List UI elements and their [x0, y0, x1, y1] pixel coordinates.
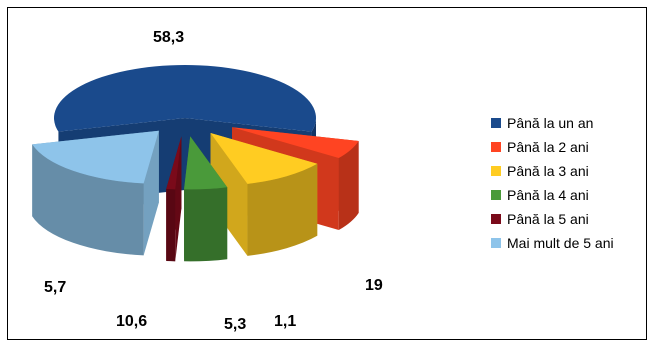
data-label: 58,3 [153, 29, 184, 46]
pie-slice [210, 133, 318, 256]
pie-slice [166, 136, 182, 262]
slice-side [166, 189, 176, 262]
data-label: 5,7 [44, 279, 66, 296]
slice-side [338, 140, 359, 231]
legend: Până la un an Până la 2 ani Până la 3 an… [491, 111, 614, 255]
slice-top [166, 136, 182, 190]
legend-swatch [491, 238, 501, 248]
slice-top [232, 127, 359, 159]
data-label: 10,6 [116, 313, 147, 330]
slice-top [54, 65, 317, 132]
legend-item: Până la 3 ani [491, 159, 614, 183]
legend-item: Până la 2 ani [491, 135, 614, 159]
legend-label: Până la 3 ani [507, 163, 589, 179]
legend-label: Până la un an [507, 115, 594, 131]
legend-swatch [491, 142, 501, 152]
legend-swatch [491, 118, 501, 128]
legend-item: Până la 4 ani [491, 183, 614, 207]
legend-label: Mai mult de 5 ani [507, 235, 614, 251]
slice-top [184, 136, 228, 190]
data-label: 5,3 [224, 316, 246, 333]
data-label: 19 [365, 277, 383, 294]
slice-side [184, 187, 228, 262]
pie-slice [184, 136, 228, 262]
slice-side [32, 144, 144, 256]
legend-label: Până la 2 ani [507, 139, 589, 155]
legend-item: Până la 5 ani [491, 207, 614, 231]
slice-side [247, 163, 318, 256]
pie-slice [32, 130, 159, 256]
legend-label: Până la 4 ani [507, 187, 589, 203]
data-label: 1,1 [274, 313, 296, 330]
slice-top [210, 133, 318, 184]
slice-top [32, 130, 159, 184]
legend-item: Până la un an [491, 111, 614, 135]
legend-swatch [491, 214, 501, 224]
legend-swatch [491, 190, 501, 200]
legend-item: Mai mult de 5 ani [491, 231, 614, 255]
slice-side [210, 133, 248, 256]
legend-label: Până la 5 ani [507, 211, 589, 227]
legend-swatch [491, 166, 501, 176]
